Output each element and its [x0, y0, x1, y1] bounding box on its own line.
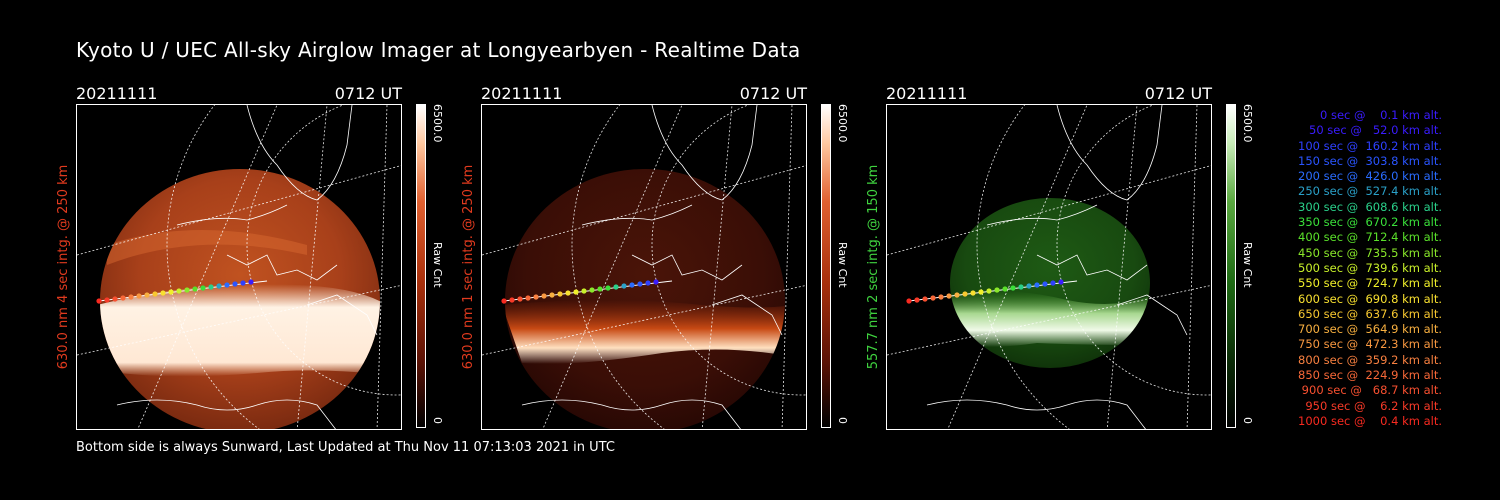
colorbar-min: 0	[1241, 417, 1254, 424]
panel-date: 20211111	[886, 84, 968, 103]
legend-row: 150 sec @ 303.8 km alt.	[1294, 153, 1442, 168]
colorbar-max: 6500.0	[1241, 104, 1254, 143]
allsky-image	[482, 105, 806, 429]
track-altitude-legend: 0 sec @ 0.1 km alt. 50 sec @ 52.0 km alt…	[1262, 108, 1442, 429]
colorbar-unit: Raw Cnt	[836, 242, 849, 288]
panel-ylabel: 557.7 nm 2 sec intg. @ 150 km	[866, 164, 881, 370]
colorbar-min: 0	[836, 417, 849, 424]
panel-date: 20211111	[76, 84, 158, 103]
colorbar	[821, 104, 831, 428]
legend-row: 900 sec @ 68.7 km alt.	[1298, 383, 1442, 398]
legend-row: 400 sec @ 712.4 km alt.	[1294, 230, 1442, 245]
allsky-image-frame	[481, 104, 807, 430]
colorbar-unit: Raw Cnt	[431, 242, 444, 288]
allsky-image	[77, 105, 401, 429]
legend-row: 500 sec @ 739.6 km alt.	[1294, 260, 1442, 275]
airglow-panel-3: 20211111 0712 UT	[866, 80, 1306, 440]
legend-row: 650 sec @ 637.6 km alt.	[1294, 306, 1442, 321]
colorbar-min: 0	[431, 417, 444, 424]
footer-note: Bottom side is always Sunward, Last Upda…	[76, 440, 615, 455]
colorbar-unit: Raw Cnt	[1241, 242, 1254, 288]
airglow-panel-2: 20211111 0712 UT	[461, 80, 901, 440]
legend-row: 50 sec @ 52.0 km alt.	[1301, 123, 1442, 138]
legend-row: 350 sec @ 670.2 km alt.	[1294, 215, 1442, 230]
legend-row: 750 sec @ 472.3 km alt.	[1294, 337, 1442, 352]
legend-row: 700 sec @ 564.9 km alt.	[1294, 322, 1442, 337]
legend-row: 550 sec @ 724.7 km alt.	[1294, 276, 1442, 291]
allsky-image	[887, 105, 1211, 429]
colorbar	[1226, 104, 1236, 428]
satellite-track	[96, 279, 268, 304]
colorbar	[416, 104, 426, 428]
legend-row: 250 sec @ 527.4 km alt.	[1294, 184, 1442, 199]
colorbar-max: 6500.0	[836, 104, 849, 143]
panel-date: 20211111	[481, 84, 563, 103]
legend-row: 850 sec @ 224.9 km alt.	[1294, 368, 1442, 383]
satellite-track	[501, 279, 673, 304]
legend-row: 450 sec @ 735.5 km alt.	[1294, 245, 1442, 260]
legend-row: 100 sec @ 160.2 km alt.	[1294, 138, 1442, 153]
allsky-image-frame	[76, 104, 402, 430]
page-title: Kyoto U / UEC All-sky Airglow Imager at …	[76, 38, 801, 62]
satellite-track	[906, 279, 1078, 304]
panel-time: 0712 UT	[1144, 84, 1212, 103]
panel-ylabel: 630.0 nm 1 sec intg. @ 250 km	[461, 164, 476, 370]
legend-row: 800 sec @ 359.2 km alt.	[1294, 352, 1442, 367]
allsky-image-frame	[886, 104, 1212, 430]
panel-ylabel: 630.0 nm 4 sec intg. @ 250 km	[56, 164, 71, 370]
legend-row: 300 sec @ 608.6 km alt.	[1294, 199, 1442, 214]
legend-row: 1000 sec @ 0.4 km alt.	[1298, 413, 1442, 428]
panel-time: 0712 UT	[334, 84, 402, 103]
colorbar-max: 6500.0	[431, 104, 444, 143]
legend-row: 0 sec @ 0.1 km alt.	[1309, 108, 1442, 122]
legend-row: 950 sec @ 6.2 km alt.	[1301, 398, 1442, 413]
airglow-panel-1: 20211111 0712 UT	[56, 80, 496, 440]
panel-time: 0712 UT	[739, 84, 807, 103]
legend-row: 600 sec @ 690.8 km alt.	[1294, 291, 1442, 306]
legend-row: 200 sec @ 426.0 km alt.	[1294, 169, 1442, 184]
